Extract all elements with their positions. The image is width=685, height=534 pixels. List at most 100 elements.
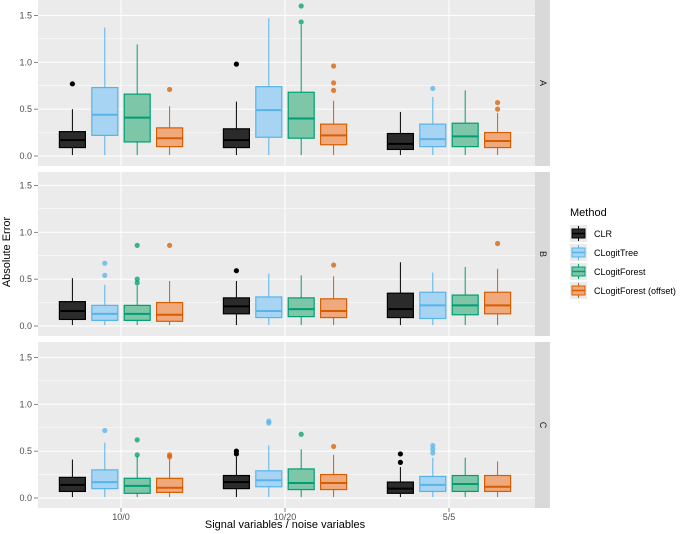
box-clr bbox=[222, 448, 250, 498]
box-clogittree bbox=[419, 272, 447, 326]
box-clogitforest bbox=[287, 431, 315, 498]
box-iqr bbox=[287, 297, 315, 318]
outlier-point bbox=[397, 451, 403, 457]
box-clogitforest-offset bbox=[320, 63, 348, 156]
legend: Method CLR CLogitTree CLogitForest CLogitFo… bbox=[570, 207, 676, 299]
outlier-point bbox=[167, 242, 173, 248]
x-tick-label: 5/5 bbox=[443, 512, 456, 522]
x-tick-label: 10/20 bbox=[274, 512, 297, 522]
box-clogitforest-offset bbox=[320, 262, 348, 326]
box-clogitforest bbox=[287, 275, 315, 326]
y-tick-label: 0.5 bbox=[19, 104, 32, 114]
outlier-point bbox=[397, 459, 403, 465]
outlier-point bbox=[233, 61, 239, 67]
box-clogitforest-offset bbox=[484, 461, 512, 498]
outlier-point bbox=[331, 87, 337, 93]
box-clogitforest bbox=[451, 90, 479, 156]
box-group-10-20 bbox=[222, 3, 348, 156]
outlier-point bbox=[331, 262, 337, 268]
box-group-10-0 bbox=[58, 427, 184, 498]
outlier-point bbox=[134, 276, 140, 282]
box-iqr bbox=[255, 86, 283, 138]
outlier-point bbox=[430, 450, 436, 456]
box-clr bbox=[222, 61, 250, 156]
legend-title: Method bbox=[570, 207, 607, 219]
box-clogitforest-offset bbox=[156, 86, 184, 156]
x-axis-title: Signal variables / noise variables bbox=[205, 519, 366, 531]
box-clogitforest bbox=[123, 44, 151, 156]
facet-strip-label: A bbox=[538, 80, 548, 86]
y-tick-label: 1.0 bbox=[19, 227, 32, 237]
box-clogitforest bbox=[451, 266, 479, 326]
box-iqr bbox=[320, 298, 348, 319]
facet-strip bbox=[535, 172, 550, 336]
legend-label: CLogitForest (offset) bbox=[594, 286, 676, 296]
facet-panel-a: 0.0 0.5 1.0 1.5 A bbox=[19, 0, 550, 166]
outlier-point bbox=[298, 19, 304, 25]
facet-panel-b: 0.0 0.5 1.0 1.5 B bbox=[19, 172, 550, 336]
box-iqr bbox=[255, 470, 283, 488]
outlier-point bbox=[430, 446, 436, 452]
box-group-10-0 bbox=[58, 27, 184, 156]
legend-item-clogitforest-offset: CLogitForest (offset) bbox=[570, 282, 676, 299]
box-group-5-5 bbox=[386, 240, 512, 326]
box-iqr bbox=[156, 301, 184, 322]
box-clr bbox=[222, 268, 250, 326]
outlier-point bbox=[331, 443, 337, 450]
legend-item-clogittree: CLogitTree bbox=[570, 244, 638, 261]
box-clr bbox=[386, 262, 414, 326]
box-clogittree bbox=[255, 273, 283, 326]
box-clogitforest bbox=[123, 437, 151, 498]
box-clogitforest bbox=[123, 242, 151, 326]
outlier-point bbox=[102, 260, 108, 266]
y-tick-label: 1.5 bbox=[19, 10, 32, 20]
box-group-5-5 bbox=[386, 442, 512, 498]
outlier-point bbox=[495, 99, 501, 106]
facet-strip-label: C bbox=[538, 422, 548, 429]
legend-label: CLR bbox=[594, 229, 613, 239]
outlier-point bbox=[233, 268, 239, 274]
y-tick-label: 1.5 bbox=[19, 352, 32, 362]
box-clr bbox=[58, 278, 87, 326]
box-clogitforest-offset bbox=[320, 443, 348, 498]
box-iqr bbox=[484, 474, 512, 493]
y-tick-label: 1.5 bbox=[19, 180, 32, 190]
outlier-point bbox=[134, 437, 140, 443]
box-clogitforest-offset bbox=[156, 452, 184, 498]
legend-items: CLR CLogitTree CLogitForest CLogitForest (o… bbox=[570, 225, 676, 299]
outlier-point bbox=[233, 448, 239, 454]
box-clogitforest-offset bbox=[484, 240, 512, 326]
box-clr bbox=[58, 81, 87, 156]
box-clr bbox=[386, 111, 414, 156]
outlier-point bbox=[167, 452, 173, 458]
box-iqr bbox=[222, 128, 250, 149]
outlier-point bbox=[102, 272, 108, 278]
y-tick-label: 0.0 bbox=[19, 493, 32, 503]
outlier-point bbox=[69, 81, 75, 87]
box-iqr bbox=[386, 292, 414, 319]
legend-item-clr: CLR bbox=[570, 225, 613, 242]
box-group-5-5 bbox=[386, 85, 512, 156]
box-group-10-0 bbox=[58, 242, 184, 326]
y-tick-label: 1.0 bbox=[19, 57, 32, 67]
outlier-point bbox=[430, 85, 436, 92]
outlier-point bbox=[331, 80, 337, 86]
y-tick-label: 0.0 bbox=[19, 321, 32, 331]
outlier-point bbox=[495, 106, 501, 112]
outlier-point bbox=[298, 431, 304, 437]
box-clogittree bbox=[91, 260, 119, 326]
box-iqr bbox=[156, 477, 184, 493]
facet-strip bbox=[535, 342, 550, 508]
box-clogittree bbox=[419, 85, 447, 156]
legend-item-clogitforest: CLogitForest bbox=[570, 263, 646, 280]
y-tick-label: 1.0 bbox=[19, 399, 32, 409]
box-clogitforest-offset bbox=[156, 242, 184, 326]
outlier-point bbox=[298, 3, 304, 9]
facet-panel-c: 0.0 0.5 1.0 1.5 C bbox=[19, 342, 550, 508]
box-clr bbox=[386, 451, 414, 498]
outlier-point bbox=[134, 452, 140, 458]
box-iqr bbox=[386, 132, 414, 151]
box-clr bbox=[58, 459, 87, 498]
box-iqr bbox=[255, 296, 283, 319]
